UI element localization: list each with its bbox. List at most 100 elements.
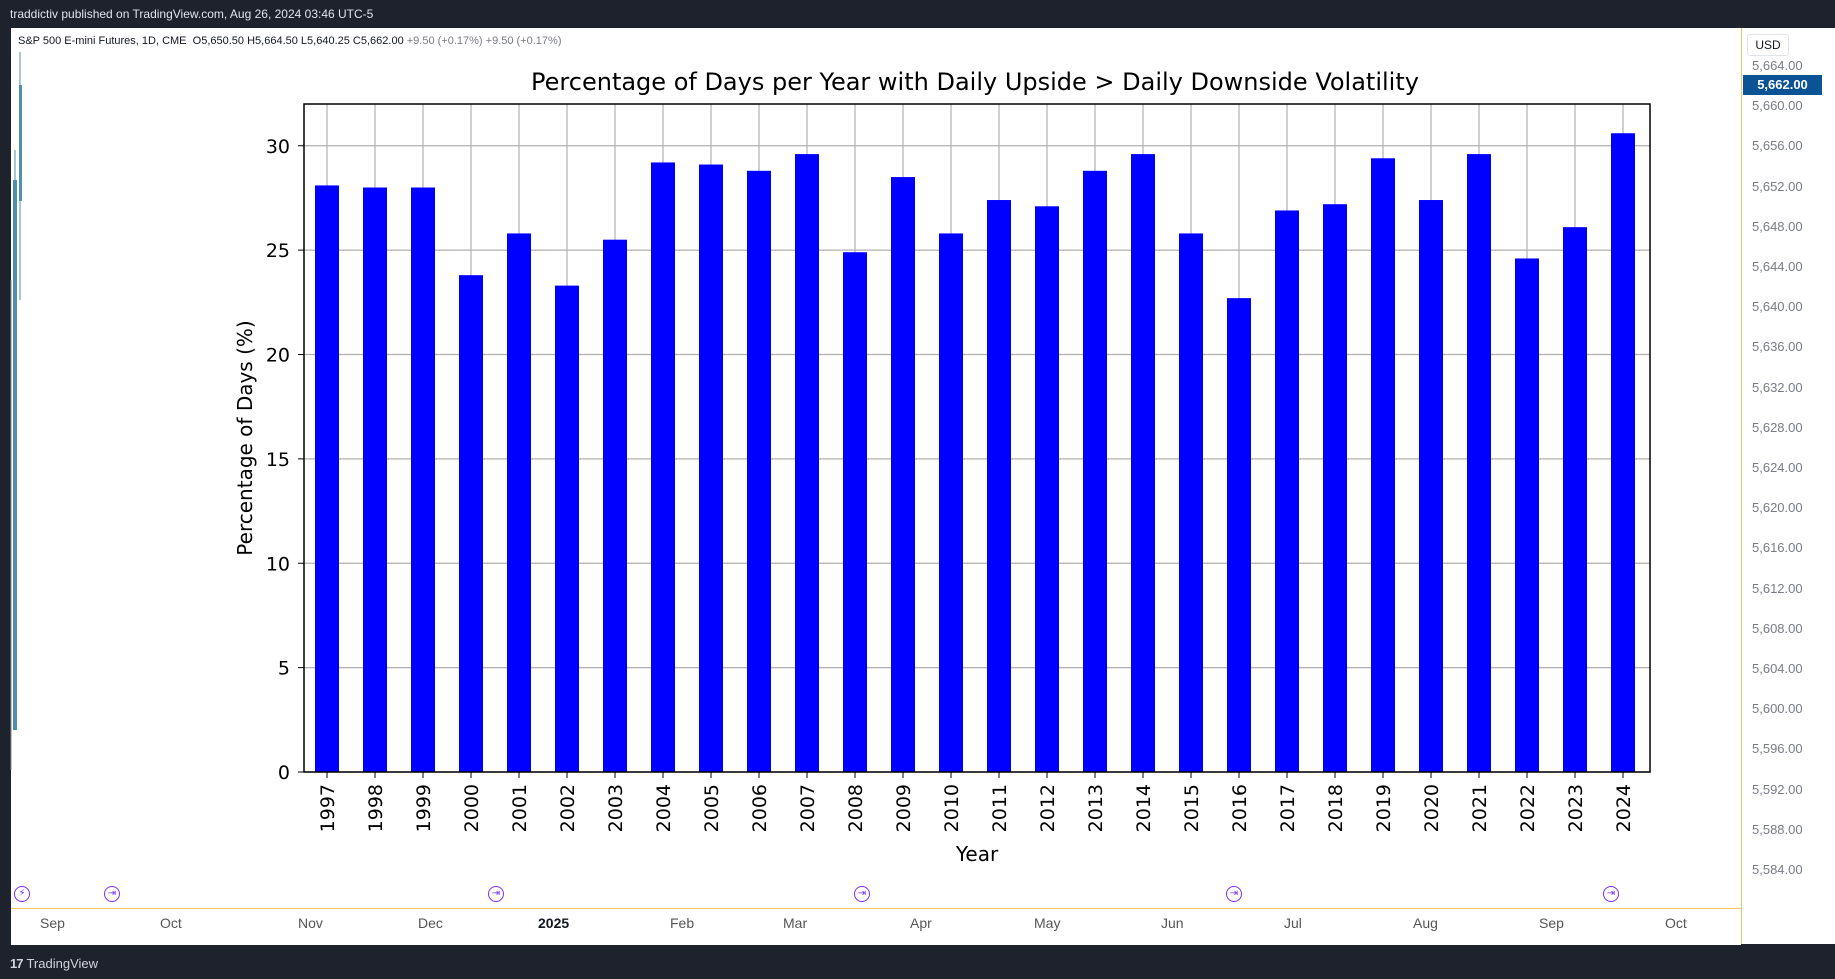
price-tick-label: 5,632.00 <box>1752 379 1803 395</box>
bottom-bar <box>0 949 1835 979</box>
open-value: O5,650.50 <box>192 35 245 47</box>
price-tick-label: 5,604.00 <box>1752 661 1803 676</box>
economic-event-icon[interactable]: ⇥ <box>1226 886 1242 902</box>
publisher-text: traddictiv published on TradingView.com,… <box>10 7 374 21</box>
x-axis-label: Year <box>955 842 999 866</box>
bar-2003 <box>603 239 627 772</box>
price-tick-label: 5,644.00 <box>1752 259 1803 274</box>
bar-2009 <box>891 177 915 772</box>
y-ticks: 0 5 10 15 20 25 30 <box>266 136 304 784</box>
bar-2021 <box>1467 154 1491 773</box>
price-tick-label: 5,628.00 <box>1752 419 1803 435</box>
x-tick-label: 2012 <box>1037 784 1059 832</box>
economic-event-icon[interactable]: ⇥ <box>1603 886 1619 902</box>
x-tick-label: 2005 <box>701 784 723 832</box>
close-value: C5,662.00 <box>352 35 404 47</box>
chart-title: Percentage of Days per Year with Daily U… <box>531 68 1419 96</box>
x-tick-label: 2004 <box>653 784 675 832</box>
x-tick-label: 2010 <box>941 784 963 832</box>
x-tick-label: 2013 <box>1085 784 1107 832</box>
economic-event-icon[interactable]: ⇥ <box>854 886 870 902</box>
y-tick-label: 30 <box>266 136 290 158</box>
time-tick-label: Dec <box>418 915 443 931</box>
bar-2022 <box>1515 258 1539 773</box>
time-tick-label: Jun <box>1161 915 1184 931</box>
x-tick-label: 2006 <box>749 784 771 832</box>
x-tick-label: 2014 <box>1133 784 1155 832</box>
price-axis[interactable] <box>1741 28 1835 944</box>
time-tick-label: Oct <box>160 915 182 931</box>
bar-2005 <box>699 164 723 773</box>
change-value: +9.50 (+0.17%) <box>406 35 483 47</box>
x-tick-label: 2002 <box>557 784 579 832</box>
economic-event-icon[interactable]: ⇥ <box>104 886 120 902</box>
time-tick-label: Jul <box>1284 915 1302 931</box>
bar-2001 <box>507 233 531 773</box>
x-tick-label: 2001 <box>509 784 531 832</box>
bar-chart: Percentage of Days per Year with Daily U… <box>10 52 1651 866</box>
economic-event-icon[interactable]: ⇥ <box>488 886 504 902</box>
x-tick-label: 2008 <box>845 784 867 832</box>
time-tick-label: Feb <box>670 915 695 931</box>
bar-2011 <box>987 200 1011 772</box>
price-candles <box>10 52 22 770</box>
time-tick-label: Sep <box>1539 915 1564 931</box>
candle-body <box>13 180 17 730</box>
bar-2019 <box>1371 158 1395 772</box>
price-tick-label: 5,592.00 <box>1752 781 1803 797</box>
y-tick-label: 15 <box>266 449 290 471</box>
price-tick-label: 5,664.00 <box>1752 58 1803 73</box>
currency-button[interactable]: USD <box>1747 34 1789 56</box>
x-tick-label: 2011 <box>989 784 1011 832</box>
time-tick-label: Aug <box>1413 915 1438 931</box>
bar-2010 <box>939 233 963 773</box>
x-tick-label: 2017 <box>1277 784 1299 832</box>
top-bar: traddictiv published on TradingView.com,… <box>0 0 1835 28</box>
bar-2023 <box>1563 227 1587 773</box>
time-tick-label: Mar <box>783 915 808 931</box>
bar-2017 <box>1275 210 1299 772</box>
bar-1997 <box>315 185 339 773</box>
time-tick-label: Sep <box>40 915 65 931</box>
x-tick-label: 2021 <box>1469 784 1491 832</box>
y-tick-label: 5 <box>278 658 290 680</box>
time-axis[interactable] <box>11 908 1741 945</box>
price-tick-label: 5,612.00 <box>1752 580 1803 596</box>
price-tick-label: 5,600.00 <box>1752 701 1803 717</box>
bar-2013 <box>1083 170 1107 773</box>
high-value: H5,664.50 <box>247 35 298 47</box>
bar-2012 <box>1035 206 1059 773</box>
y-axis-label: Percentage of Days (%) <box>233 320 257 555</box>
bar-2008 <box>843 252 867 772</box>
x-ticks: 1997 1998 1999 2000 2001 2002 2003 2004 2005 2006… <box>317 772 1635 832</box>
bar-2018 <box>1323 204 1347 772</box>
y-tick-label: 25 <box>266 240 290 262</box>
bar-2015 <box>1179 233 1203 773</box>
price-tick-label: 5,624.00 <box>1752 460 1803 475</box>
price-tick-label: 5,588.00 <box>1752 821 1803 837</box>
time-tick-label: Nov <box>298 915 323 931</box>
bar-1999 <box>411 187 435 772</box>
price-tick-label: 5,660.00 <box>1752 98 1803 114</box>
bar-2014 <box>1131 154 1155 773</box>
time-tick-label: 2025 <box>538 915 570 931</box>
x-tick-label: 2007 <box>797 784 819 832</box>
x-tick-label: 2015 <box>1181 784 1203 832</box>
symbol-name[interactable]: S&P 500 E-mini Futures, 1D, CME <box>18 35 187 47</box>
time-tick-label: May <box>1034 915 1061 931</box>
x-tick-label: 2003 <box>605 784 627 832</box>
brand-name: TradingView <box>26 956 99 971</box>
x-tick-label: 2023 <box>1565 784 1587 832</box>
lightning-event-icon[interactable]: ⚡ <box>14 886 30 902</box>
x-tick-label: 2024 <box>1613 784 1635 832</box>
x-tick-label: 1999 <box>413 784 435 832</box>
tradingview-logo[interactable]: 17 TradingView <box>10 956 98 971</box>
price-tick-label: 5,616.00 <box>1752 540 1803 556</box>
x-tick-label: 2009 <box>893 784 915 832</box>
price-tick-label: 5,620.00 <box>1752 500 1803 516</box>
price-tick-label: 5,596.00 <box>1752 741 1803 757</box>
x-tick-label: 2018 <box>1325 784 1347 832</box>
x-tick-label: 2022 <box>1517 784 1539 832</box>
tv-logo-icon: 17 <box>10 956 24 971</box>
bar-1998 <box>363 187 387 772</box>
